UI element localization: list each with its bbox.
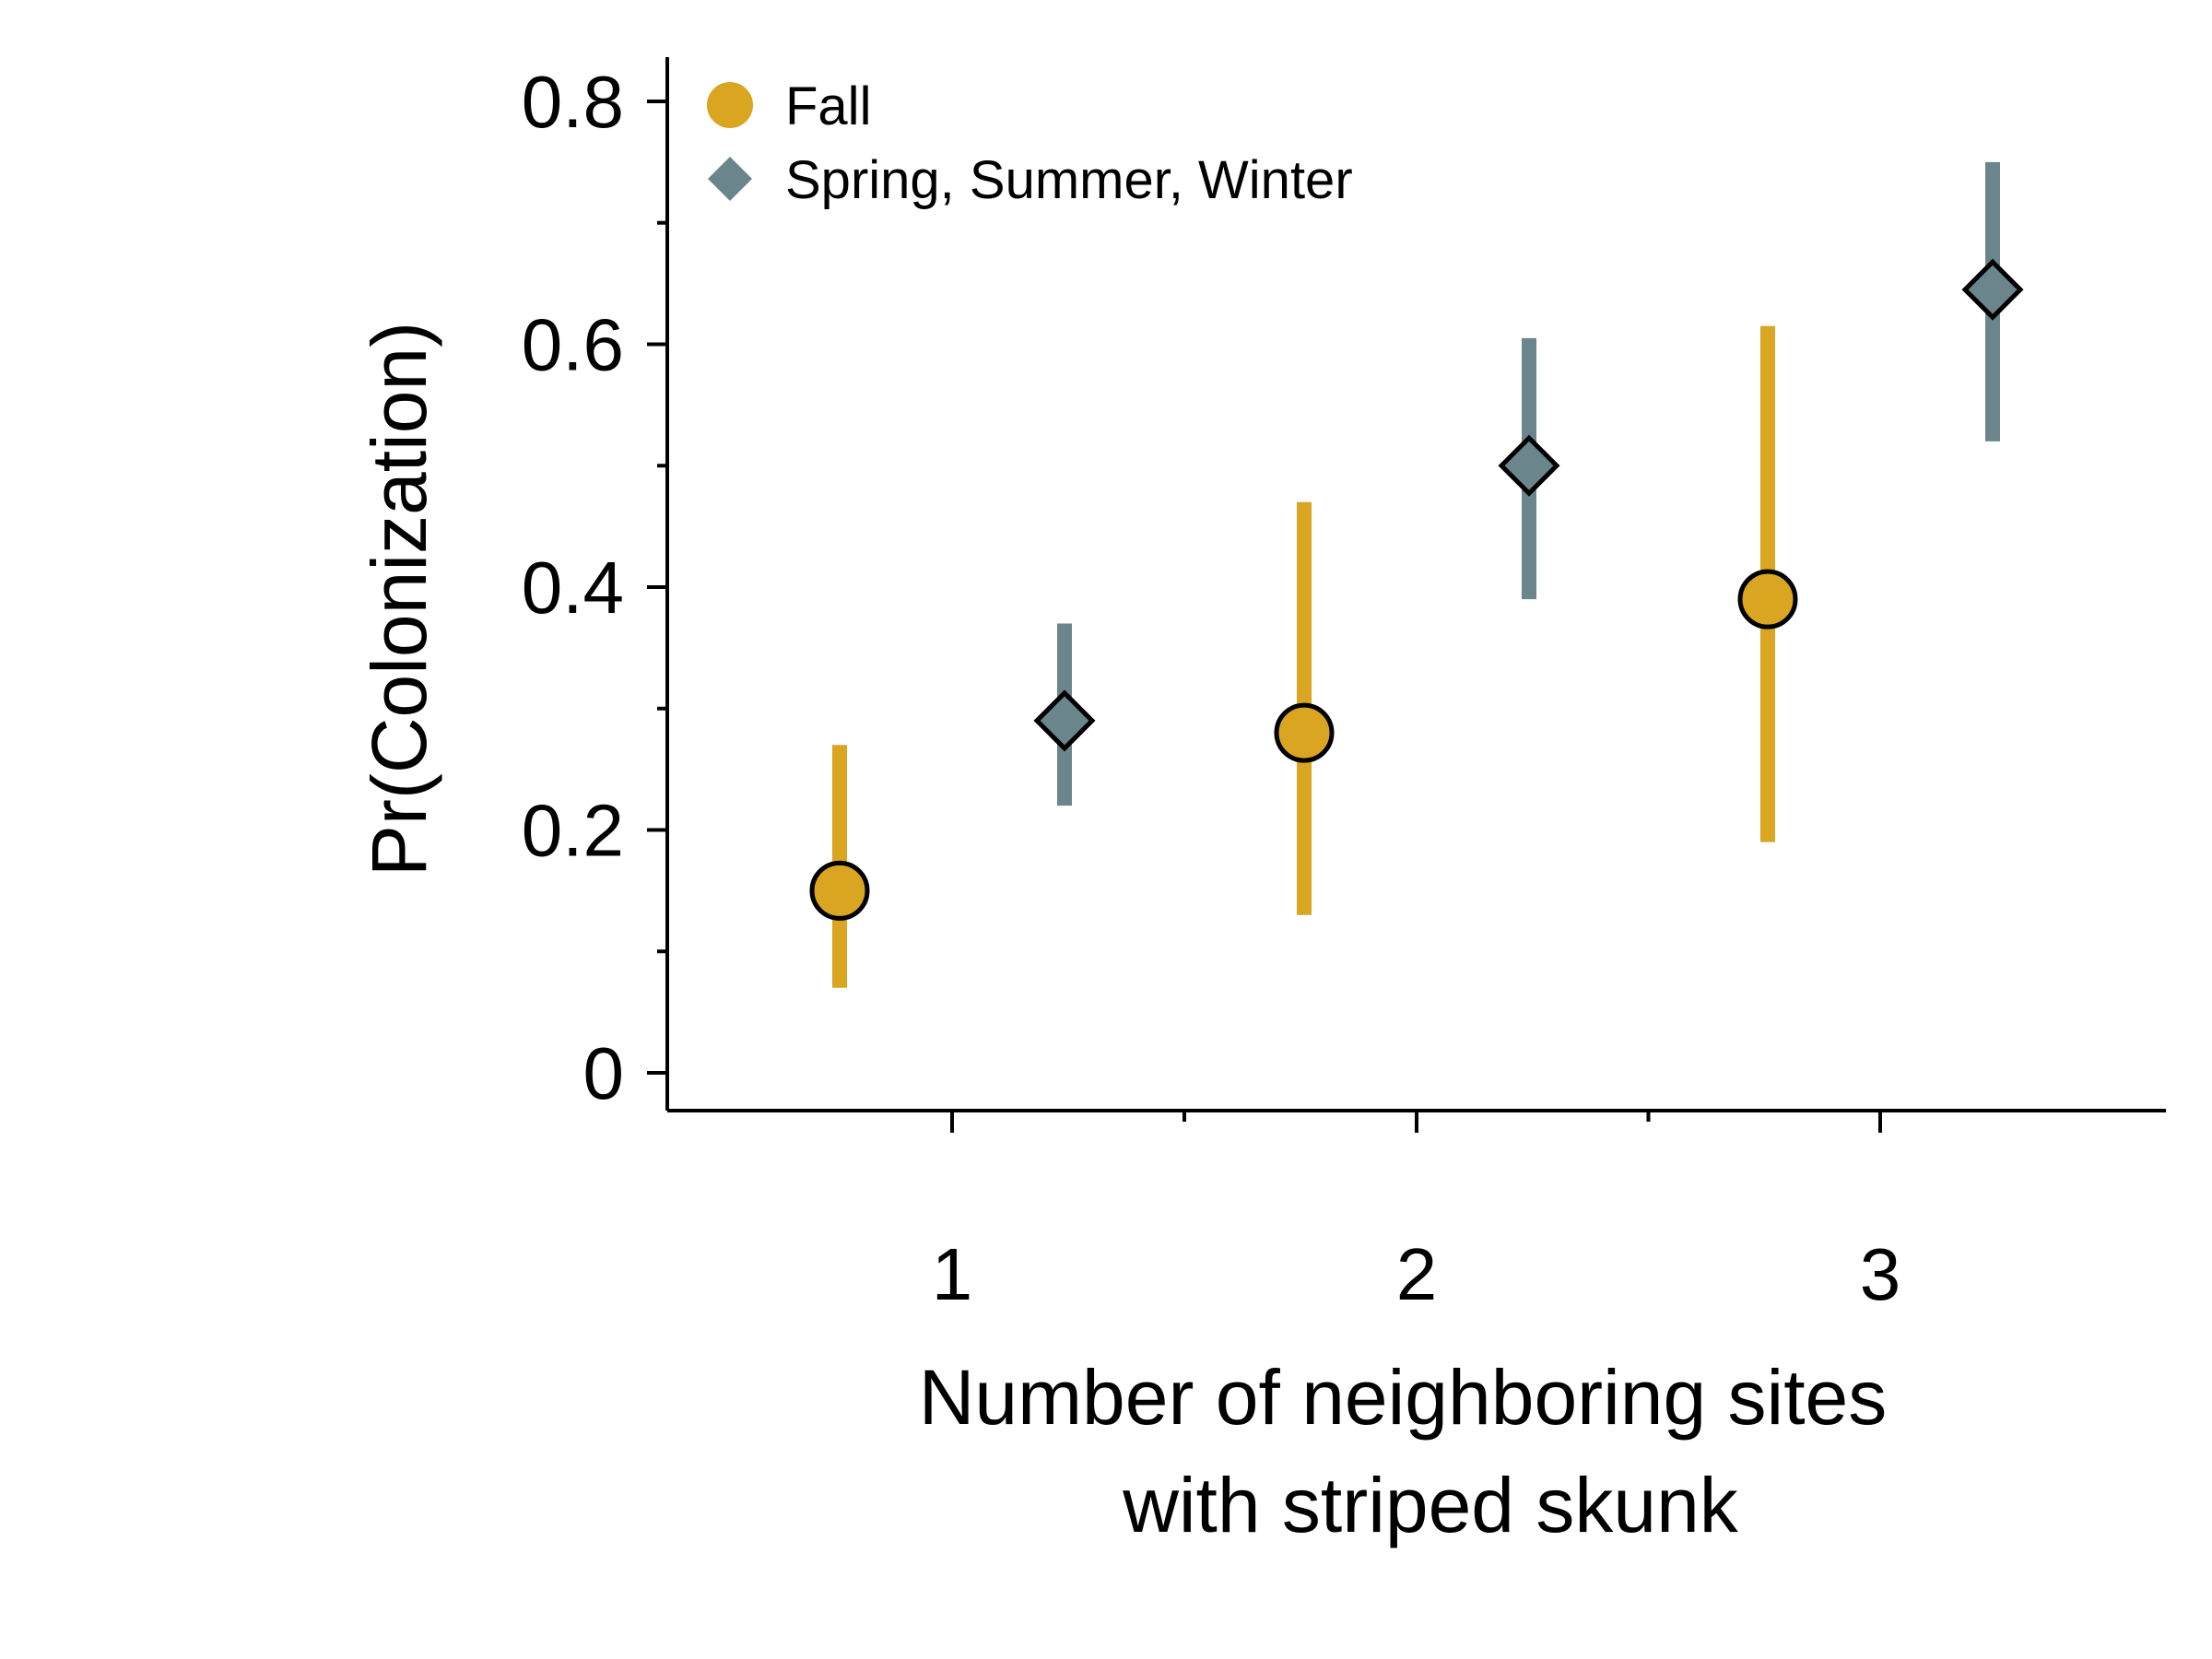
data-point-diamond bbox=[1498, 434, 1560, 497]
y-axis-title: Pr(Colonization) bbox=[356, 322, 442, 877]
x-ticks: 1 2 3 bbox=[932, 1111, 1901, 1315]
legend: Fall Spring, Summer, Winter bbox=[707, 76, 1353, 210]
axes bbox=[665, 57, 2166, 1112]
legend-marker-circle bbox=[707, 82, 753, 128]
data-point-diamond bbox=[1033, 689, 1096, 752]
data-point-diamond bbox=[1961, 258, 2024, 321]
x-tick-label: 1 bbox=[932, 1233, 973, 1315]
data-point-circle bbox=[1274, 702, 1335, 763]
x-axis-title-line-1: Number of neighboring sites bbox=[919, 1354, 1888, 1441]
x-axis-title-line-2: with striped skunk bbox=[1122, 1462, 1739, 1548]
data-point-circle bbox=[1737, 569, 1798, 629]
series-layer bbox=[809, 161, 2024, 988]
data-point-circle bbox=[809, 860, 870, 921]
x-tick-label: 3 bbox=[1860, 1233, 1901, 1315]
y-ticks: 0 0.2 0.4 0.6 0.8 bbox=[522, 61, 667, 1114]
x-tick-label: 2 bbox=[1396, 1233, 1438, 1315]
legend-label: Fall bbox=[785, 76, 871, 136]
legend-label: Spring, Summer, Winter bbox=[785, 150, 1353, 210]
y-tick-label: 0.2 bbox=[522, 790, 624, 872]
legend-marker-diamond bbox=[708, 157, 752, 201]
y-tick-label: 0.8 bbox=[522, 61, 624, 143]
y-tick-label: 0.6 bbox=[522, 304, 624, 386]
y-tick-label: 0 bbox=[583, 1032, 625, 1114]
y-tick-label: 0.4 bbox=[522, 547, 624, 629]
